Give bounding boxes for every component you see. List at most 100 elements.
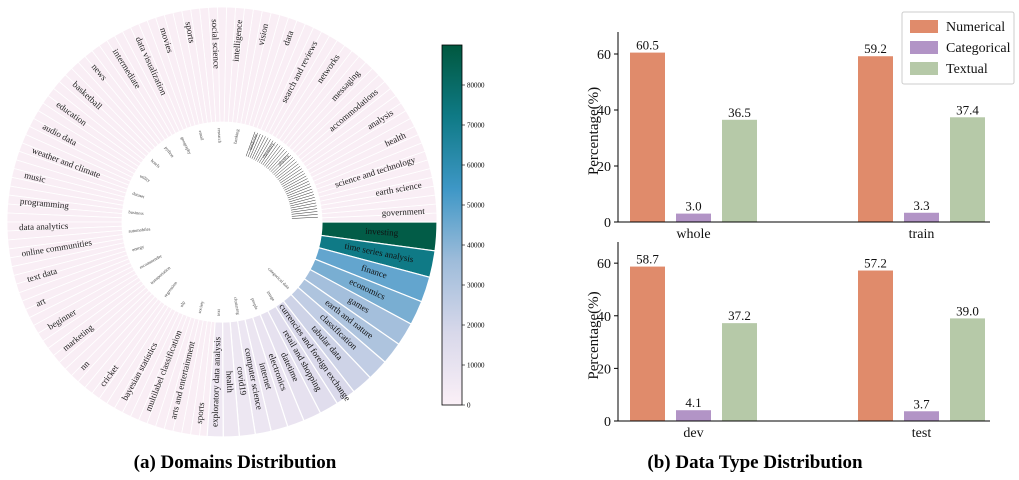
x-tick-label: test [912,426,932,441]
inner-tick [278,166,301,182]
domain-wedge-retail-and-shopping [266,305,339,414]
domain-wedge-finance [314,246,431,303]
outer-domain-label: music [23,170,46,185]
legend-entry: Numerical [946,20,1005,35]
inner-tick [284,178,308,191]
domain-wedge-computer-science [236,318,272,436]
bar-numerical [630,52,665,222]
inner-tick [270,152,290,172]
legend-entry: Textual [946,62,988,77]
inner-tick [282,173,305,187]
inner-disk [124,124,320,320]
y-axis-label: Percentage(%) [586,291,602,379]
inner-domain-label: email [198,130,205,142]
bar-categorical [676,213,711,222]
bar-value-label: 37.2 [728,308,751,323]
outer-domain-label: sports [184,21,198,44]
y-tick-label: 40 [597,104,611,119]
left-caption: (a) Domains Distribution [133,452,337,473]
legend-entry: Categorical [946,41,1011,56]
bar-value-label: 37.4 [956,102,979,117]
inner-domain-label: society [197,300,205,314]
colorbar-tick-label: 80000 [467,82,485,90]
inner-tick [259,140,274,163]
bar-textual [950,318,985,421]
inner-tick [290,205,317,211]
colorbar-tick-label: 10000 [467,362,485,370]
domain-wedge-time-series-analysis [317,234,436,279]
bar-numerical [858,56,893,222]
subplot-whole: 60.5 3.0 36.5 whole [630,38,757,242]
inner-tick [273,157,294,175]
inner-tick [260,142,276,165]
wedge-label: exploratory data analysis [210,336,223,427]
bar-textual [950,117,985,222]
wedge-label: covid19 [235,366,248,396]
colorbar-tick-label: 50000 [467,202,485,210]
inner-domain-label: hotels [150,158,162,169]
inner-tick [269,150,287,171]
inner-tick [255,137,269,161]
domain-wedge-internet [244,316,289,433]
inner-tick [283,175,307,189]
inner-domain-label: business [128,209,144,216]
inner-tick [272,154,292,174]
inner-domain-label: people [250,297,259,310]
x-tick-label: dev [683,426,703,441]
inner-domain-label: dataset [132,191,146,200]
domain-wedge-covid19 [229,320,257,437]
inner-tick [262,143,279,166]
wedge-label: investing [365,226,399,238]
colorbar-tick-label: 70000 [467,122,485,130]
inner-tick [287,188,313,199]
y-tick-label: 20 [597,362,611,377]
bar-value-label: 58.7 [636,252,659,267]
x-tick-label: whole [676,227,710,242]
right-caption: (b) Data Type Distribution [647,452,863,473]
inner-tick [277,163,299,180]
inner-tick [289,194,315,203]
domain-wedge-classification [290,286,386,379]
subplot-dev: 58.7 4.1 37.2 dev [630,252,757,441]
inner-domain-label: energy [132,244,146,253]
outer-domain-label: intelligence [231,19,245,62]
inner-tick [286,183,311,195]
domain-wedge-currencies-and-foreign-exchange [274,300,355,405]
outer-domain-label: government [382,206,426,218]
legend-swatch [910,41,938,54]
outer-domain-label: sports [194,401,206,424]
x-tick-label: train [909,227,935,242]
y-tick-label: 20 [597,160,611,175]
domain-wedge-datetime [259,310,322,422]
bar-value-label: 3.0 [685,199,701,214]
bar-value-label: 39.0 [956,303,979,318]
inner-tick [257,139,271,162]
y-tick-label: 60 [597,48,611,63]
inner-domain-label: image [266,290,276,302]
y-axis-label: Percentage(%) [586,87,602,175]
inner-tick [251,135,264,159]
inner-tick [247,132,258,158]
inner-domain-label: utility [139,173,151,183]
domain-wedge-exploratory-data-analysis [206,321,224,438]
bar-numerical [630,266,665,421]
inner-tick [289,197,315,205]
domain-wedge-health [221,321,240,438]
outer-domain-label: art [34,295,47,308]
colorbar [441,44,463,406]
inner-domain-label: research [217,128,223,144]
inner-domain-label: banking [233,128,241,144]
y-tick-label: 0 [604,415,611,430]
y-tick-label: 0 [604,216,611,231]
colorbar-tick-label: 30000 [467,282,485,290]
bar-numerical [858,270,893,421]
inner-tick [264,145,281,167]
domain-wedge-earth-and-nature [296,278,400,363]
bar-value-label: 36.5 [728,105,751,120]
domain-wedge-economics [309,258,423,325]
outer-domain-label: programming [20,196,70,211]
colorbar-tick-label: 40000 [467,242,485,250]
inner-tick [290,199,316,207]
inner-tick [286,186,312,197]
